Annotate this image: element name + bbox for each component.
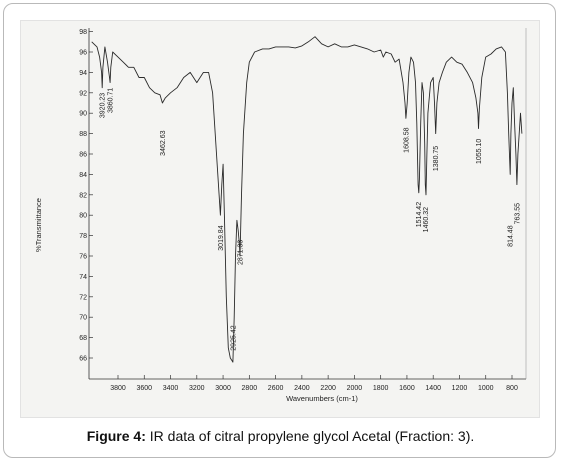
peak-label: 1460.32 <box>423 207 430 232</box>
y-tick-label: 92 <box>79 90 87 97</box>
figure-caption-text: IR data of citral propylene glycol Aceta… <box>145 428 475 444</box>
peak-label: 1380.75 <box>433 146 440 171</box>
axes-layer <box>88 28 527 380</box>
y-tick-label: 84 <box>79 172 87 179</box>
y-tick-label: 88 <box>79 131 87 138</box>
spectrum-line <box>91 36 523 363</box>
x-tick-label: 2600 <box>268 385 284 392</box>
figure-caption-label: Figure 4: <box>86 428 146 444</box>
peak-label: 1608.58 <box>403 127 410 152</box>
peak-label: 3860.71 <box>108 88 115 113</box>
x-tick-label: 2400 <box>294 385 310 392</box>
y-tick-label: 86 <box>79 152 87 159</box>
y-tick-label: 74 <box>79 274 87 281</box>
x-tick-label: 1000 <box>478 385 494 392</box>
ticks-layer: 66 68 70 72 74 76 78 80 82 84 86 88 90 92 94 96 98 3800 36… <box>79 29 518 392</box>
y-tick-label: 66 <box>79 356 87 363</box>
figure-caption: Figure 4: IR data of citral propylene gl… <box>0 428 561 444</box>
peak-label: 1514.42 <box>416 202 423 227</box>
peak-label: 3462.63 <box>160 130 167 155</box>
x-tick-label: 1200 <box>452 385 468 392</box>
y-tick-label: 82 <box>79 192 87 199</box>
x-tick-label: 800 <box>506 385 518 392</box>
y-tick-label: 68 <box>79 335 87 342</box>
x-tick-label: 1600 <box>399 385 415 392</box>
series-layer <box>91 36 523 363</box>
y-tick-label: 98 <box>79 29 87 36</box>
peak-label: 3920.23 <box>100 93 107 118</box>
x-tick-label: 3400 <box>163 385 179 392</box>
y-tick-label: 80 <box>79 213 87 220</box>
x-tick-label: 3600 <box>136 385 152 392</box>
peak-label: 2871.33 <box>238 240 245 265</box>
x-tick-label: 2800 <box>242 385 258 392</box>
annotation-layer: 3920.23 3860.71 3462.63 3019.84 2925.42 2871.… <box>100 88 522 351</box>
peak-label: 3019.84 <box>218 225 225 250</box>
scanned-spectrum-area <box>20 20 540 418</box>
peak-label: 1055.10 <box>476 139 483 164</box>
y-tick-label: 94 <box>79 70 87 77</box>
y-axis-label: %Transmittance <box>34 198 43 252</box>
y-tick-label: 76 <box>79 254 87 261</box>
y-tick-label: 70 <box>79 315 87 322</box>
y-tick-label: 78 <box>79 233 87 240</box>
x-tick-label: 2000 <box>347 385 363 392</box>
y-tick-label: 96 <box>79 50 87 57</box>
x-axis-label: Wavenumbers (cm-1) <box>286 394 358 403</box>
x-tick-label: 2200 <box>320 385 336 392</box>
peak-label: 763.55 <box>514 203 521 225</box>
x-tick-label: 3200 <box>189 385 205 392</box>
y-tick-label: 90 <box>79 111 87 118</box>
x-tick-label: 3800 <box>110 385 126 392</box>
x-tick-label: 1800 <box>373 385 389 392</box>
peak-label: 814.48 <box>508 225 515 247</box>
y-tick-label: 72 <box>79 294 87 301</box>
peak-label: 2925.42 <box>230 325 237 350</box>
x-tick-label: 1400 <box>425 385 441 392</box>
x-tick-label: 3000 <box>215 385 231 392</box>
